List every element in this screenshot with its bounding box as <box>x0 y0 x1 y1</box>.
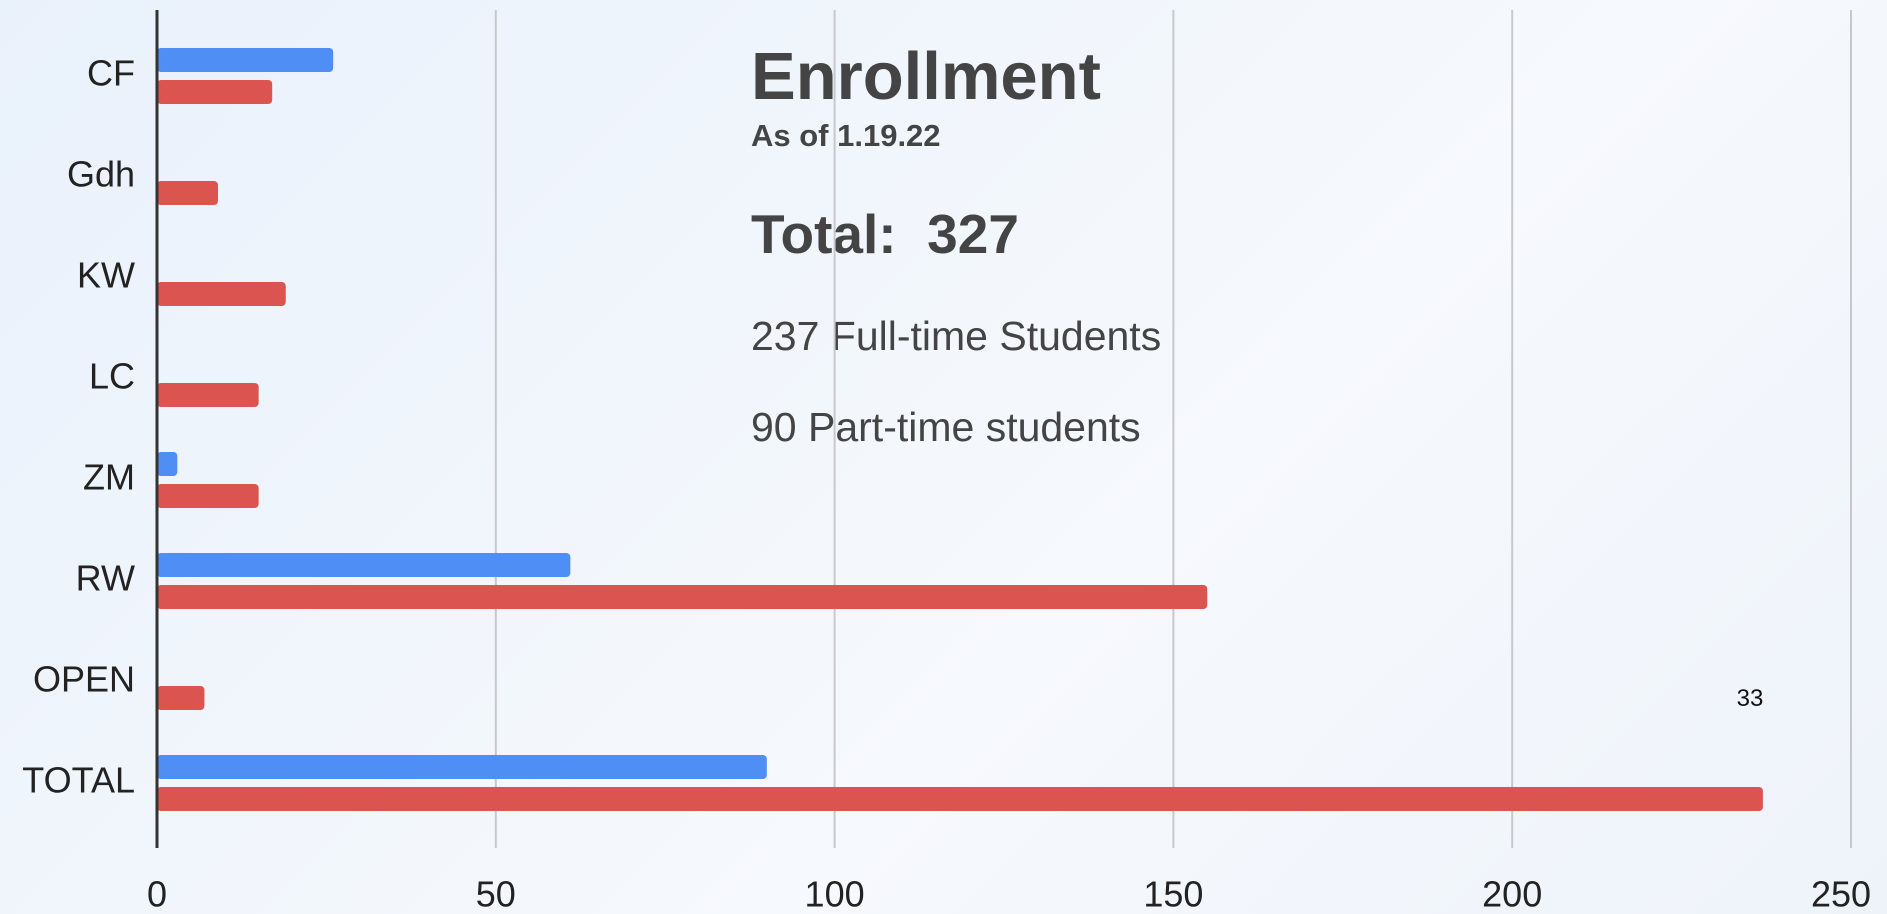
full-time-note: 237 Full-time Students <box>751 313 1161 359</box>
bar <box>157 787 1763 811</box>
bar <box>157 755 767 779</box>
x-tick-label: 50 <box>476 874 516 914</box>
part-time-note: 90 Part-time students <box>751 404 1141 450</box>
y-tick-label: LC <box>89 356 135 397</box>
bar <box>157 282 286 306</box>
y-tick-label: TOTAL <box>22 760 135 801</box>
bar <box>157 383 259 407</box>
y-tick-label: KW <box>77 255 135 296</box>
bar <box>157 553 571 577</box>
bar <box>157 484 259 508</box>
bar <box>157 452 178 476</box>
bar <box>157 585 1208 609</box>
chart-title: Enrollment <box>751 39 1101 114</box>
chart-subtitle: As of 1.19.22 <box>751 118 941 153</box>
x-tick-label: 200 <box>1482 874 1542 914</box>
annotation: 33 <box>1737 685 1764 712</box>
x-tick-label: 250 <box>1811 874 1871 914</box>
bar <box>157 48 334 72</box>
bar <box>157 686 205 710</box>
y-tick-label: OPEN <box>33 659 135 700</box>
y-tick-label: ZM <box>83 457 135 498</box>
y-tick-label: RW <box>76 558 135 599</box>
bar <box>157 181 218 205</box>
y-tick-label: Gdh <box>67 154 135 195</box>
total-note: Total: 327 <box>751 203 1019 265</box>
y-tick-label: CF <box>87 53 135 94</box>
x-tick-label: 150 <box>1143 874 1203 914</box>
x-tick-label: 0 <box>147 874 167 914</box>
bar <box>157 80 273 104</box>
x-tick-label: 100 <box>805 874 865 914</box>
